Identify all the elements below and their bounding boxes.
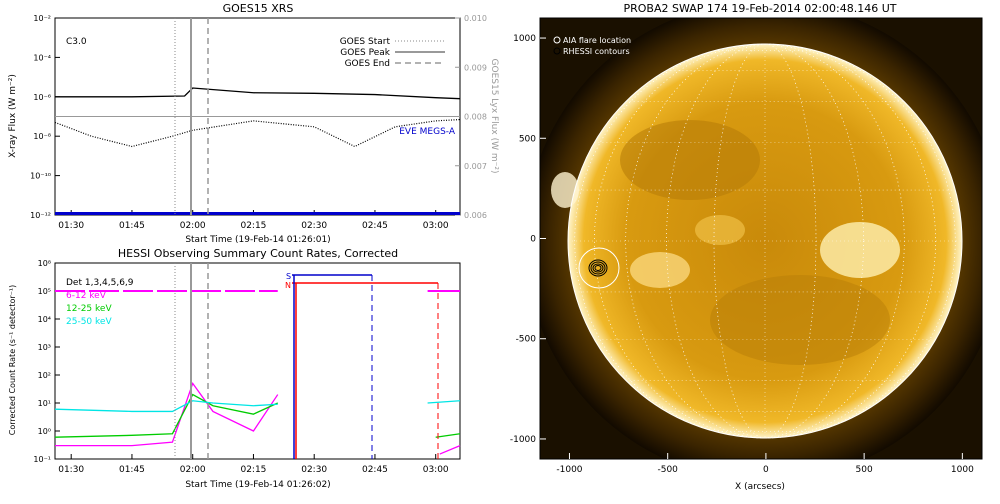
goes-panel: GOES15 XRS 01:30 01:45 02:00 02:15 02:30 02:4… [8, 2, 499, 245]
swap-xlabel: X (arcsecs) [735, 482, 785, 492]
goes-y-right-tick-label: 0.010 [464, 14, 487, 23]
goes-x-tick-label: 02:45 [362, 221, 388, 231]
hessi-x-tick-label: 01:30 [58, 465, 84, 475]
goes-y-tick-label: 10⁻¹² [30, 211, 51, 220]
legend-aia-symbol [553, 36, 561, 44]
hessi-frame [54, 262, 461, 460]
hessi-y-tick-label: 10¹ [38, 399, 51, 408]
rhessi-contours [588, 259, 608, 277]
goes-y-right-tick-label: 0.006 [464, 211, 487, 220]
hessi-xlabel: Start Time (19-Feb-14 01:26:02) [185, 480, 330, 490]
coronal-dark-region-2 [710, 275, 890, 365]
hessi-legend-high: 25-50 keV [66, 317, 112, 327]
hessi-series-line-late [435, 433, 461, 438]
hessi-axis-ticks: 01:30 01:45 02:00 02:15 02:30 02:45 03:00 10⁸ 10… [33, 259, 449, 475]
limb-circle [567, 43, 963, 439]
marker-n: N [285, 281, 291, 290]
goes-axis-ticks: 01:30 01:45 02:00 02:15 02:30 02:45 03:00 10⁻² 1… [30, 14, 487, 231]
grid-longitude [666, 43, 864, 439]
active-region-west [820, 222, 900, 278]
swap-x-tick-label: -1000 [556, 465, 582, 475]
hessi-x-tick-label: 02:15 [240, 465, 266, 475]
hessi-y-tick-label: 10⁵ [38, 287, 51, 296]
goes-x-tick-label: 02:00 [180, 221, 206, 231]
grid-longitude [713, 43, 817, 439]
hessi-y-tick-label: 10² [38, 371, 51, 380]
swap-x-tick-label: 1000 [951, 465, 974, 475]
goes-x-tick-label: 02:30 [301, 221, 327, 231]
grid-longitude [625, 43, 905, 439]
goes-y-tick-label: 10⁻⁴ [33, 53, 51, 62]
hessi-title: HESSI Observing Summary Count Rates, Cor… [118, 247, 398, 260]
goes-y-tick-label: 10⁻¹⁰ [30, 172, 51, 181]
hessi-x-tick-label: 02:00 [180, 465, 206, 475]
hessi-det-label: Det 1,3,4,5,6,9 [66, 278, 134, 288]
goes-y-right-tick-label: 0.009 [464, 63, 487, 72]
limb-brightening [551, 172, 579, 208]
hessi-panel: HESSI Observing Summary Count Rates, Cor… [8, 247, 461, 490]
hessi-x-tick-label: 01:45 [119, 465, 145, 475]
swap-title: PROBA2 SWAP 174 19-Feb-2014 02:00:48.146… [624, 2, 897, 15]
hessi-series [54, 290, 461, 455]
marker-s: S [286, 272, 291, 281]
swap-y-tick-label: 500 [519, 134, 536, 144]
aia-flare-location-marker [578, 247, 620, 289]
legend-rhessi-label: RHESSI contours [563, 47, 630, 56]
goes-x-tick-label: 01:30 [58, 221, 84, 231]
goes-x-tick-label: 02:15 [240, 221, 266, 231]
goes-series-line [55, 87, 461, 100]
hessi-x-tick-label: 03:00 [423, 465, 449, 475]
hessi-y-tick-label: 10⁸ [38, 259, 51, 268]
goes-ylabel: X-ray Flux (W m⁻²) [8, 74, 18, 158]
hessi-y-tick-label: 10⁻¹ [33, 455, 51, 464]
coronal-dark-region [620, 120, 760, 200]
swap-x-tick-label: 500 [856, 465, 873, 475]
goes-x-tick-label: 01:45 [119, 221, 145, 231]
hessi-legend-low: 6-12 keV [66, 291, 107, 301]
swap-axis-ticks: -1000 -500 0 500 1000 1000 500 0 -500 -1000 [510, 34, 974, 475]
goes-legend-start: GOES Start [340, 37, 391, 47]
goes-legend-peak: GOES Peak [340, 48, 390, 58]
hessi-ylabel: Corrected Count Rate (s⁻¹ detector⁻¹) [8, 285, 17, 436]
goes-xlabel: Start Time (19-Feb-14 01:26:01) [185, 235, 330, 245]
goes-series-line [54, 118, 461, 148]
swap-x-tick-label: 0 [763, 465, 769, 475]
hessi-series-line [54, 393, 279, 438]
swap-y-tick-label: -500 [516, 335, 537, 345]
swap-x-tick-label: -500 [657, 465, 678, 475]
goes-class-label: C3.0 [66, 37, 87, 47]
active-region-east [630, 252, 690, 288]
swap-panel: PROBA2 SWAP 174 19-Feb-2014 02:00:48.146… [510, 2, 983, 492]
hessi-series-line [54, 400, 278, 413]
legend-aia-label: AIA flare location [563, 36, 631, 45]
active-region-center [695, 215, 745, 245]
goes-x-tick-label: 03:00 [423, 221, 449, 231]
hessi-x-tick-label: 02:45 [362, 465, 388, 475]
swap-y-tick-label: -1000 [510, 435, 536, 445]
goes-y-tick-label: 10⁻⁸ [33, 132, 51, 141]
hessi-legend-mid: 12-25 keV [66, 304, 112, 314]
hessi-x-tick-label: 02:30 [301, 465, 327, 475]
goes-y-right-tick-label: 0.008 [464, 113, 487, 122]
goes-title: GOES15 XRS [223, 2, 294, 15]
hessi-series-line-late [439, 445, 461, 455]
goes-y-tick-label: 10⁻⁶ [33, 93, 51, 102]
legend-rhessi-symbol [553, 47, 561, 55]
goes-y-right-tick-label: 0.007 [464, 162, 487, 171]
goes-y-tick-label: 10⁻² [33, 14, 51, 23]
goes-ylabel-right: GOES15 Lyx Flux (W m⁻²) [489, 59, 499, 174]
hessi-series-line [55, 382, 279, 447]
swap-y-tick-label: 1000 [513, 34, 536, 44]
hessi-series-line-late [427, 400, 461, 404]
hessi-y-tick-label: 10⁰ [38, 427, 51, 436]
goes-legend-end: GOES End [345, 59, 390, 69]
hessi-y-tick-label: 10³ [38, 343, 51, 352]
swap-y-tick-label: 0 [530, 235, 536, 245]
goes-eve-label: EVE MEGS-A [399, 127, 456, 137]
hessi-y-tick-label: 10⁴ [38, 315, 51, 324]
goes-series [54, 87, 461, 215]
